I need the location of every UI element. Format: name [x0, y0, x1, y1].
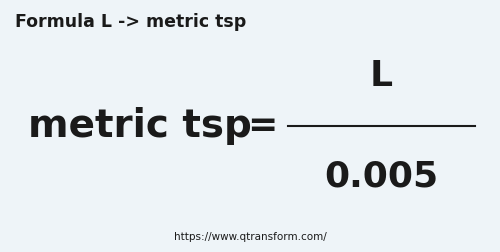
- Text: metric tsp: metric tsp: [28, 107, 252, 145]
- Text: =: =: [247, 109, 278, 143]
- Text: Formula L -> metric tsp: Formula L -> metric tsp: [15, 13, 246, 30]
- Text: L: L: [370, 59, 392, 92]
- Text: 0.005: 0.005: [324, 160, 438, 193]
- Text: https://www.qtransform.com/: https://www.qtransform.com/: [174, 232, 326, 242]
